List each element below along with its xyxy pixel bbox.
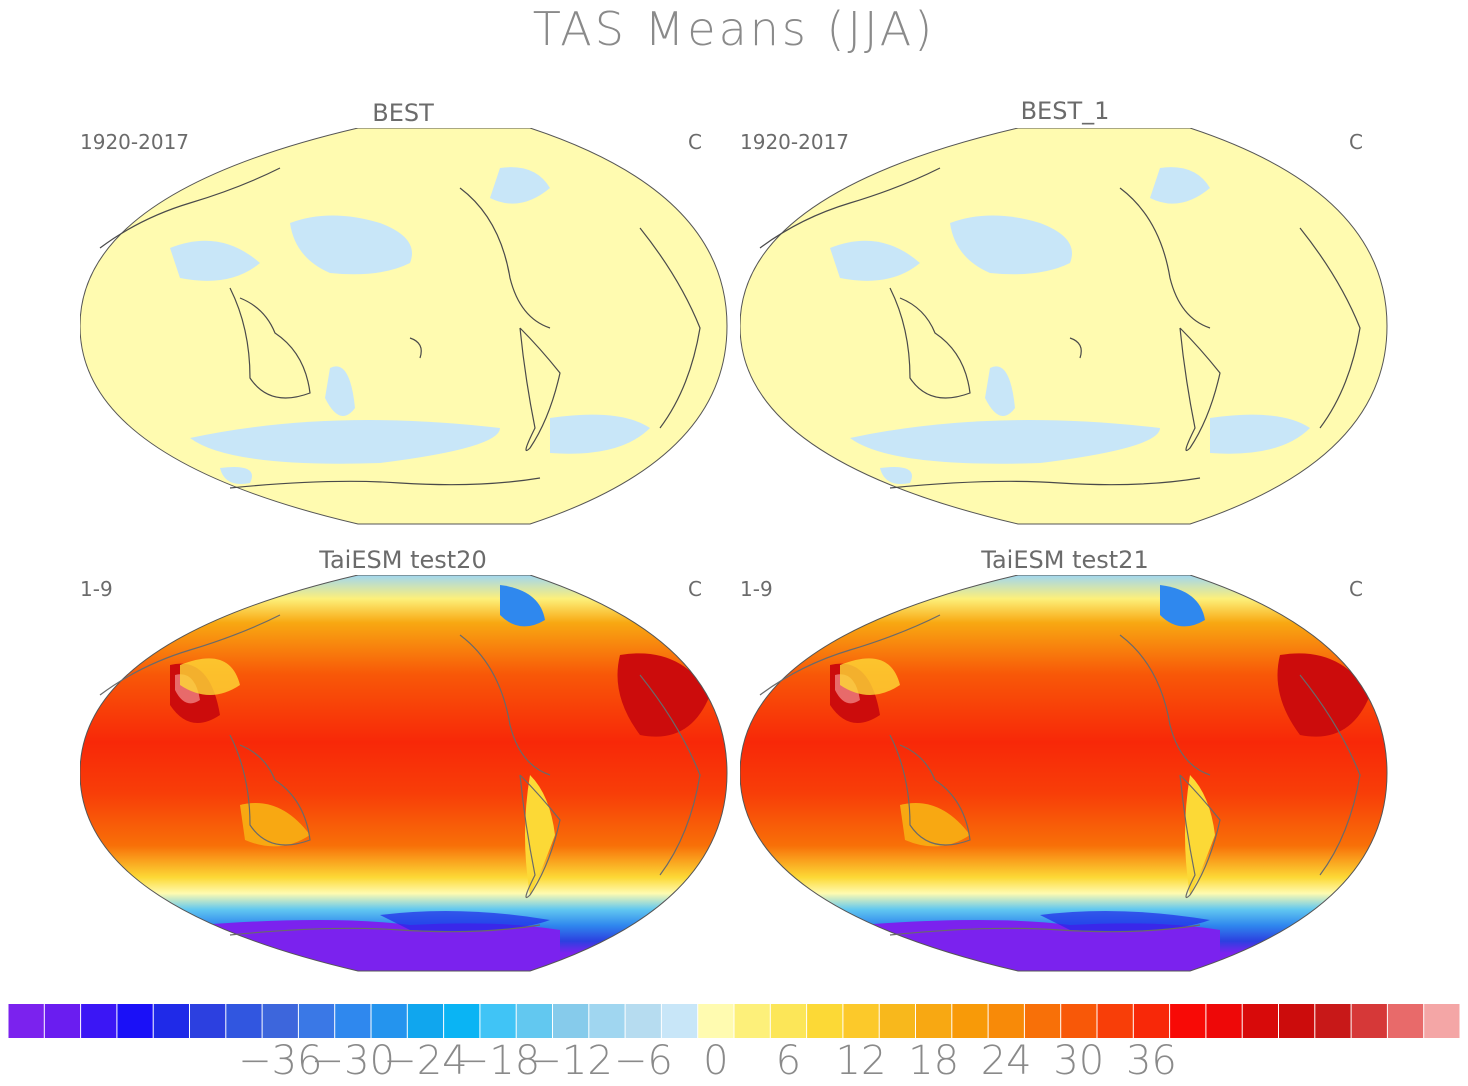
colorbar-tick-label: 18	[908, 1038, 960, 1084]
panel-title-best: BEST	[372, 99, 434, 127]
panel-title-test21: TaiESM test21	[981, 546, 1149, 574]
colorbar-swatch	[1169, 1004, 1207, 1038]
figure-title: TAS Means (JJA)	[532, 2, 936, 56]
colorbar-tick-label: −30	[310, 1038, 396, 1084]
map-best1	[740, 128, 1388, 525]
map-test21	[740, 575, 1388, 972]
panel-units-best: C	[688, 130, 702, 154]
colorbar-swatch	[625, 1004, 662, 1038]
colorbar-swatch	[443, 1004, 481, 1038]
colorbar-swatch	[842, 1004, 880, 1038]
colorbar-swatch	[1024, 1004, 1062, 1038]
panel-title-test20: TaiESM test20	[319, 546, 487, 574]
colorbar-tick-label: 36	[1125, 1038, 1177, 1084]
colorbar-swatch	[1242, 1004, 1279, 1038]
colorbar-tick-label: −6	[613, 1038, 673, 1084]
colorbar-swatch	[1133, 1004, 1171, 1038]
colorbar-swatch	[1205, 1004, 1243, 1038]
colorbar-swatch	[1423, 1004, 1460, 1038]
colorbar-tick-label: −36	[238, 1038, 323, 1084]
colorbar-swatch	[1351, 1004, 1388, 1038]
colorbar-tick-label: 30	[1053, 1038, 1105, 1084]
colorbar-swatch	[1060, 1004, 1098, 1038]
panel-period-test20: 1-9	[80, 577, 113, 601]
colorbar-swatch	[806, 1004, 844, 1038]
colorbar-tick-label: 12	[835, 1038, 887, 1084]
colorbar-swatch	[734, 1004, 771, 1038]
colorbar-swatch	[588, 1004, 626, 1038]
panel-period-best1: 1920-2017	[740, 130, 850, 154]
colorbar-swatch	[8, 1004, 45, 1038]
colorbar-tick-label: 6	[775, 1038, 802, 1084]
colorbar-swatch	[225, 1004, 263, 1038]
colorbar-swatch	[915, 1004, 953, 1038]
panel-units-test20: C	[688, 577, 702, 601]
colorbar-swatch	[552, 1004, 590, 1038]
colorbar-swatch	[1097, 1004, 1134, 1038]
colorbar-swatch	[879, 1004, 916, 1038]
colorbar-swatch	[1387, 1004, 1425, 1038]
colorbar-tick-label: −24	[383, 1038, 468, 1084]
colorbar-swatch	[44, 1004, 82, 1038]
colorbar-swatch	[262, 1004, 299, 1038]
map-best	[80, 128, 728, 525]
colorbar-tick-label: −18	[455, 1038, 541, 1084]
colorbar-tick-label: −12	[528, 1038, 613, 1084]
colorbar-swatch	[407, 1004, 445, 1038]
panel-title-best1: BEST_1	[1020, 97, 1110, 125]
panel-period-test21: 1-9	[740, 577, 773, 601]
colorbar-swatch	[80, 1004, 118, 1038]
colorbar-swatch	[661, 1004, 699, 1038]
colorbar-swatch	[951, 1004, 989, 1038]
panel-units-best1: C	[1349, 130, 1363, 154]
colorbar-labels: −36 −30 −24 −18 −12 −6 0 6 12 18 24 30 36	[0, 1038, 1468, 1086]
colorbar-swatch	[116, 1004, 154, 1038]
colorbar-swatch	[1278, 1004, 1316, 1038]
colorbar-swatch	[988, 1004, 1025, 1038]
colorbar-swatch	[479, 1004, 517, 1038]
colorbar-swatch	[334, 1004, 372, 1038]
colorbar	[8, 1004, 1460, 1038]
colorbar-swatch	[1314, 1004, 1352, 1038]
panel-units-test21: C	[1349, 577, 1363, 601]
colorbar-swatch	[516, 1004, 553, 1038]
colorbar-swatch	[153, 1004, 190, 1038]
colorbar-tick-label: 24	[980, 1038, 1032, 1084]
colorbar-swatch	[371, 1004, 408, 1038]
colorbar-swatch	[298, 1004, 336, 1038]
map-test20	[80, 575, 728, 972]
colorbar-swatch	[770, 1004, 808, 1038]
colorbar-tick-label: 0	[703, 1038, 729, 1084]
colorbar-swatch	[697, 1004, 735, 1038]
panel-period-best: 1920-2017	[80, 130, 190, 154]
colorbar-swatch	[189, 1004, 227, 1038]
